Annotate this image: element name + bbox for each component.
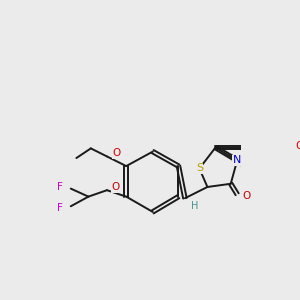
Text: O: O <box>242 191 250 201</box>
Text: O: O <box>295 141 300 151</box>
Text: H: H <box>191 201 198 211</box>
Text: F: F <box>57 182 63 192</box>
Text: S: S <box>196 164 203 173</box>
Text: F: F <box>57 203 63 213</box>
Text: N: N <box>233 155 242 166</box>
Text: O: O <box>112 148 121 158</box>
Text: O: O <box>112 182 120 192</box>
